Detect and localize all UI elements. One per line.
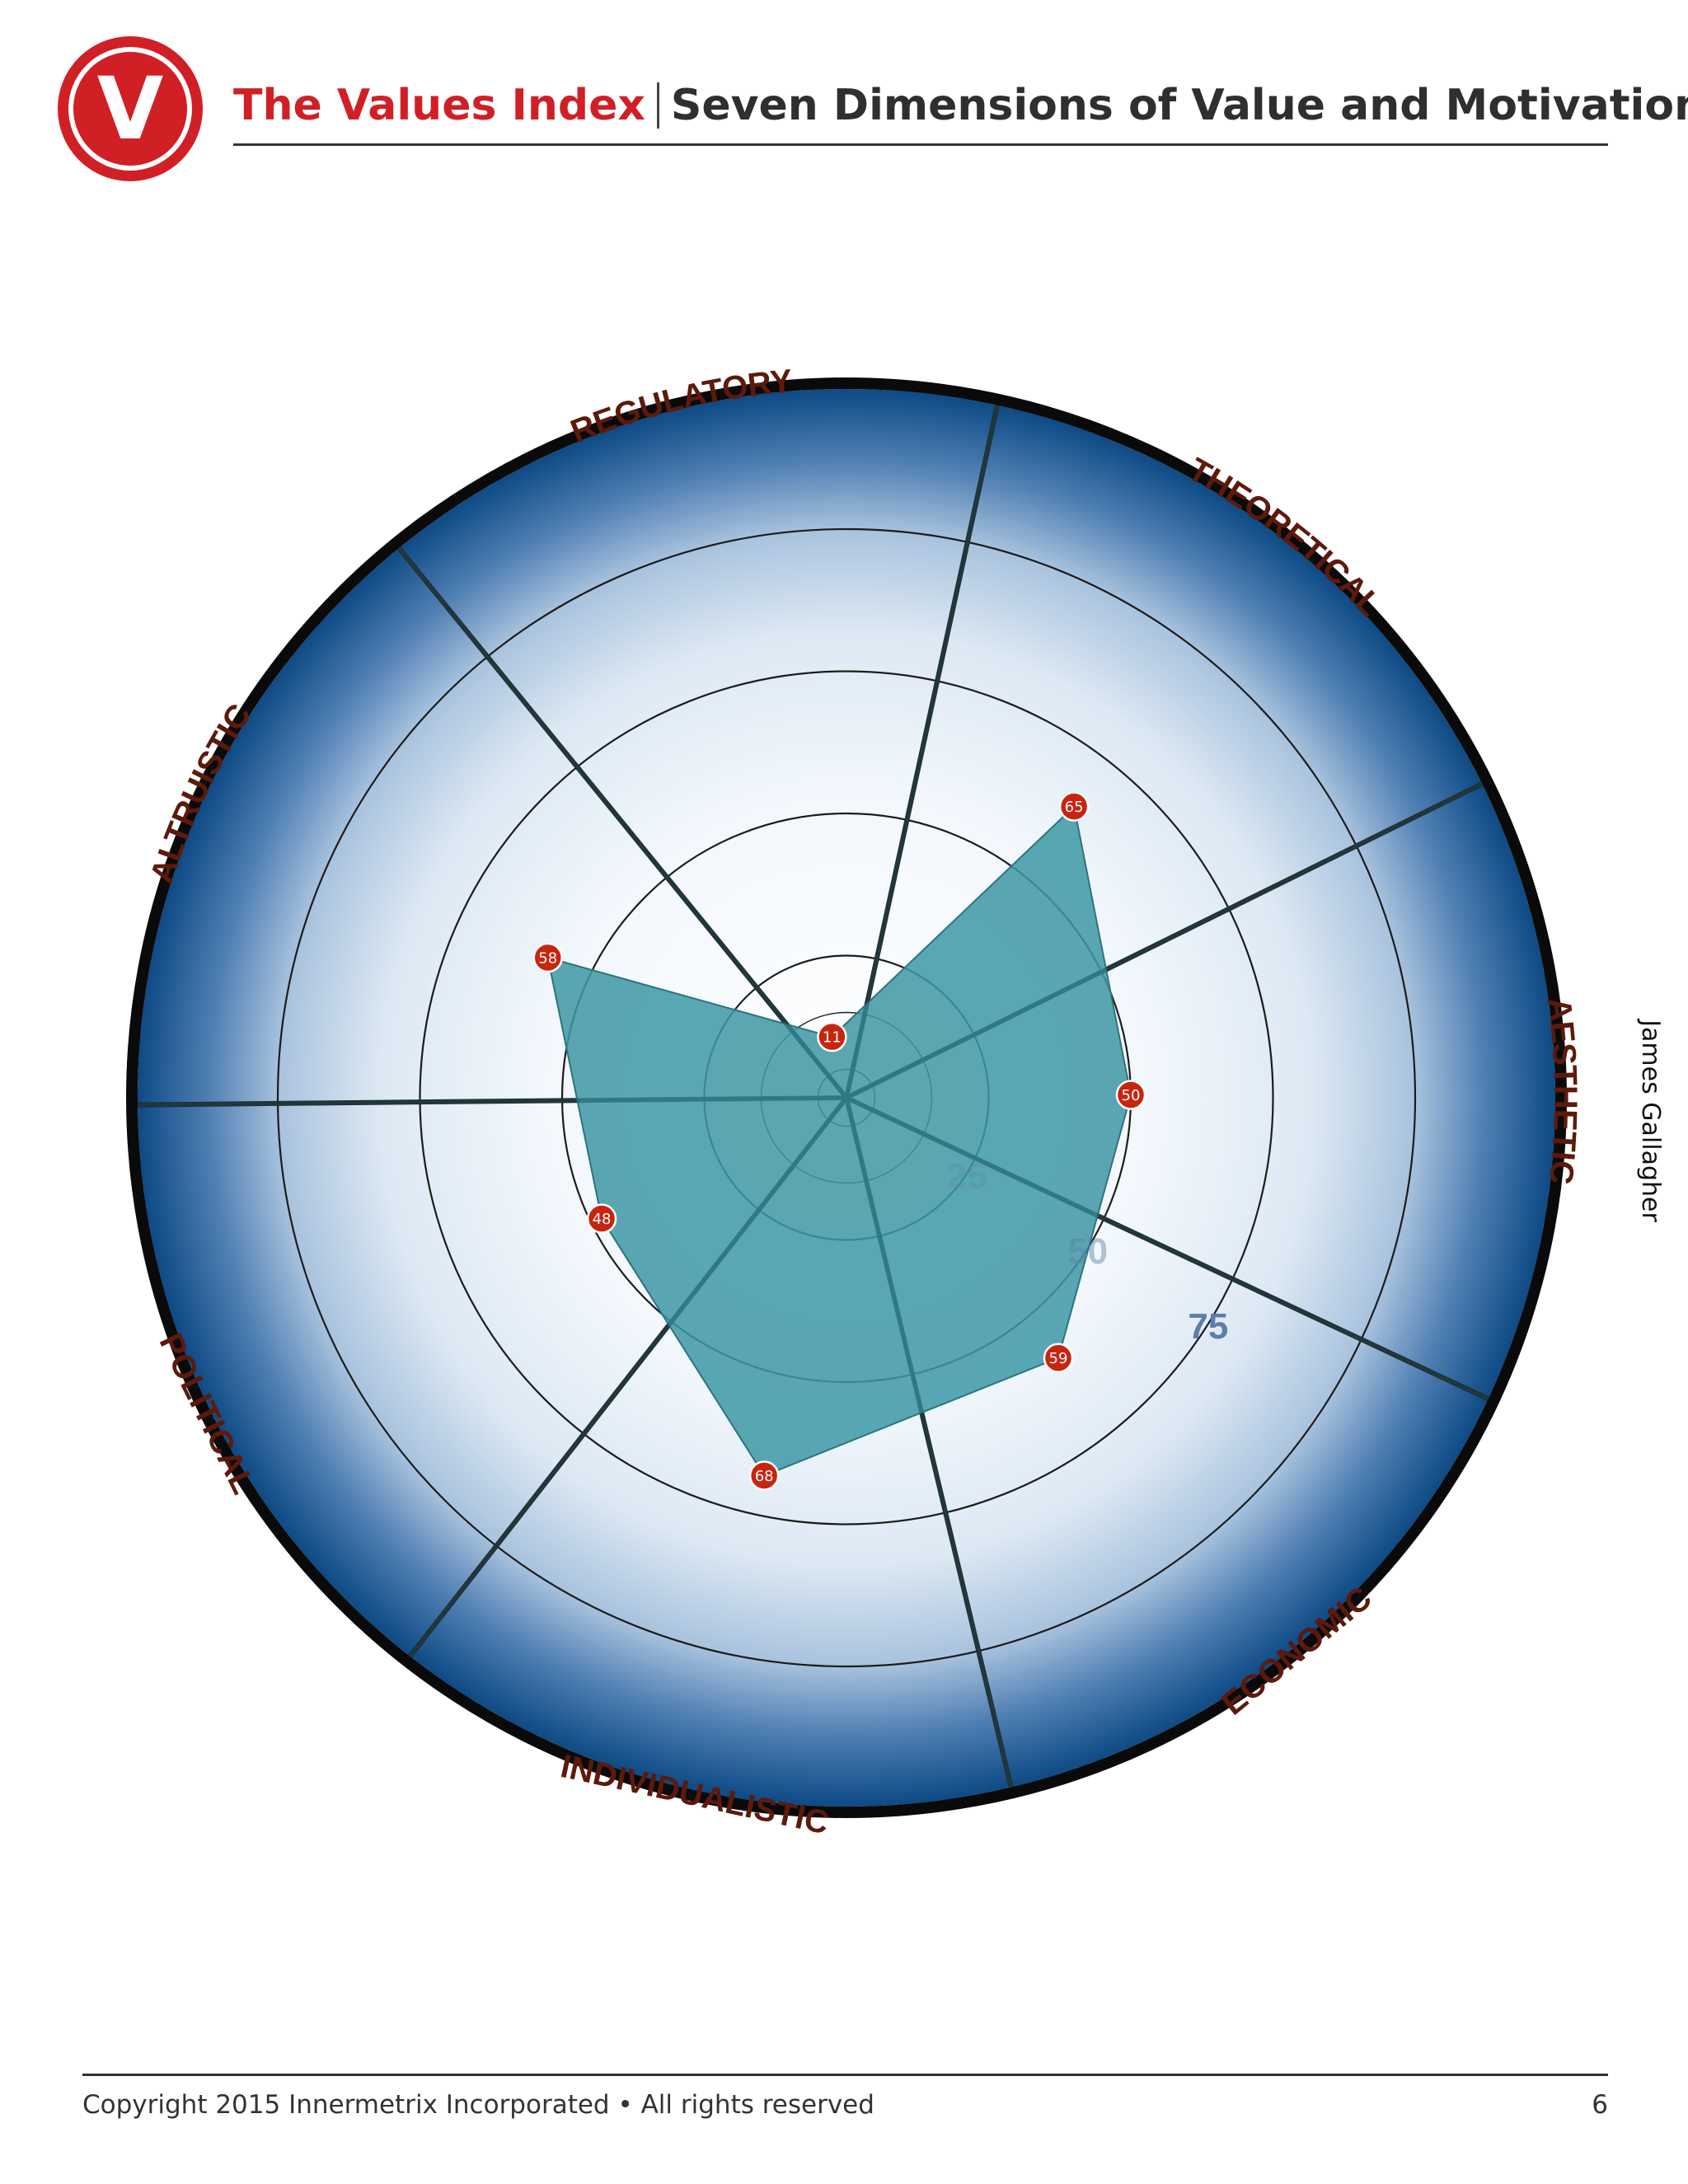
data-point-value: 65	[1065, 799, 1084, 816]
grid-ring	[419, 670, 1274, 1526]
data-point-value: 48	[593, 1211, 612, 1228]
data-point-theoretical: 65	[1058, 791, 1090, 822]
scale-label-25: 25	[947, 1155, 987, 1196]
data-point-marker	[586, 1203, 617, 1234]
grid-ring	[276, 527, 1417, 1668]
scale-label-75: 75	[1188, 1306, 1228, 1347]
data-point-economic: 59	[1043, 1343, 1074, 1373]
page-number: 6	[1592, 2090, 1608, 2120]
axis-divider-overlay	[845, 1095, 1489, 1401]
data-point-value: 11	[823, 1029, 842, 1047]
axis-divider-overlay	[397, 546, 848, 1099]
data-point-marker	[1043, 1343, 1074, 1373]
respondent-name: James Gallagher	[1636, 1019, 1665, 1222]
values-index-logo: V	[58, 36, 203, 181]
data-point-marker	[817, 1021, 847, 1052]
data-point-political: 48	[586, 1203, 617, 1234]
axis-divider-line	[396, 546, 849, 1099]
data-point-individualistic: 68	[748, 1460, 780, 1491]
logo-letter: V	[97, 59, 164, 159]
data-point-value: 68	[755, 1468, 774, 1485]
page-header: The Values Index Seven Dimensions of Val…	[233, 73, 1688, 138]
data-point-marker	[748, 1460, 780, 1491]
data-point-value: 59	[1049, 1350, 1068, 1367]
axis-divider-overlay	[408, 1096, 848, 1658]
scale-label-50: 50	[1067, 1231, 1108, 1272]
data-point-marker	[532, 942, 563, 973]
axis-divider-overlay	[844, 405, 1000, 1099]
data-point-marker	[1115, 1080, 1146, 1110]
chart-outer-rim	[126, 377, 1567, 1818]
data-point-altruistic: 58	[532, 942, 563, 973]
data-point-value: 58	[538, 949, 557, 967]
axis-divider-overlay	[844, 1097, 1014, 1788]
header-divider	[233, 143, 1608, 146]
copyright-text: Copyright 2015 Innermetrix Incorporated …	[82, 2090, 874, 2120]
values-polygon	[546, 804, 1132, 1477]
data-point-marker	[1058, 791, 1090, 822]
brand-title: The Values Index	[233, 81, 645, 130]
footer-divider	[82, 2074, 1608, 2076]
data-point-value: 50	[1122, 1087, 1141, 1104]
axis-divider-overlay	[138, 1095, 847, 1108]
data-point-aesthetic: 50	[1115, 1080, 1146, 1110]
data-point-regulatory: 11	[817, 1021, 847, 1052]
axis-divider-overlay	[845, 781, 1484, 1100]
axis-label-aesthetic: AESTHETIC	[1540, 996, 1583, 1186]
axis-divider-line	[844, 405, 1000, 1099]
header-separator	[656, 82, 659, 129]
page-subtitle: Seven Dimensions of Value and Motivation	[670, 81, 1688, 130]
